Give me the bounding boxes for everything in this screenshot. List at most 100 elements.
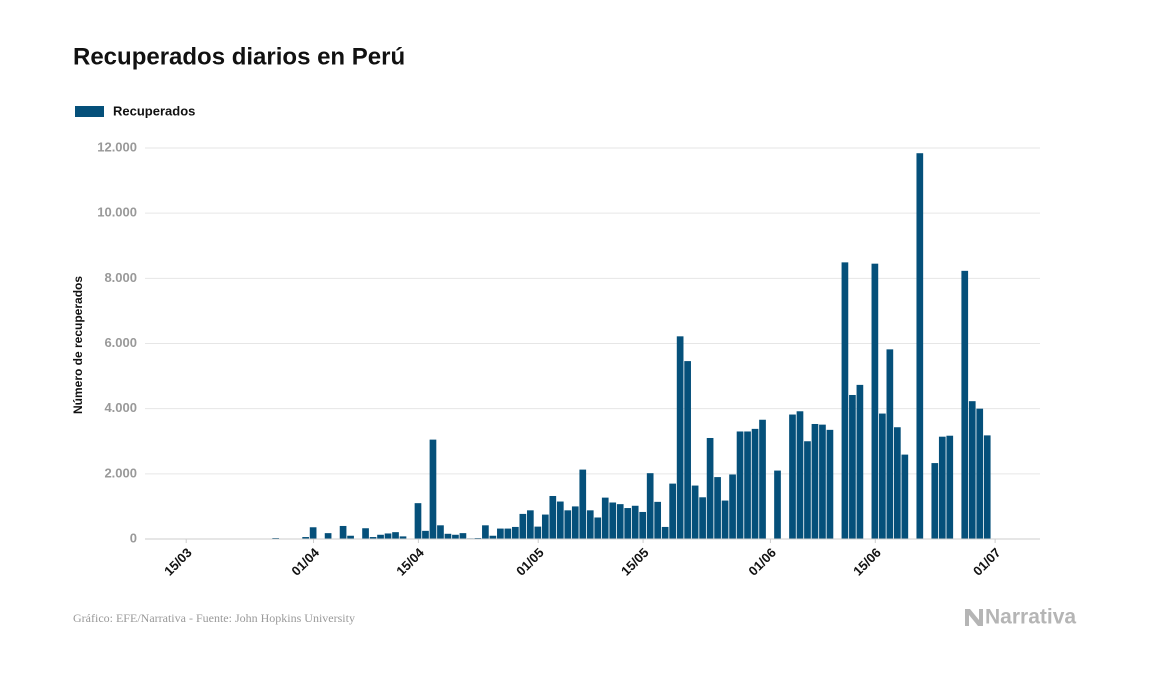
x-tick-label: 01/05 <box>513 545 547 579</box>
bar <box>886 349 894 539</box>
bar <box>616 504 624 539</box>
bar <box>849 394 856 539</box>
bar <box>489 535 497 539</box>
bar <box>302 537 309 539</box>
x-tick-label: 15/04 <box>393 544 427 578</box>
bar <box>504 528 512 539</box>
bar <box>871 263 879 539</box>
bar <box>699 497 706 539</box>
y-tick-label: 8.000 <box>104 270 137 285</box>
bar <box>639 511 647 539</box>
bar <box>369 537 377 539</box>
bar <box>654 501 662 539</box>
bar <box>541 514 549 539</box>
bar <box>901 454 909 539</box>
bar <box>497 528 504 539</box>
bar <box>422 530 429 539</box>
y-tick-label: 12.000 <box>97 139 137 154</box>
bar <box>309 527 317 539</box>
bar <box>976 408 984 539</box>
bar <box>811 423 819 539</box>
bar <box>646 473 654 539</box>
y-tick-label: 2.000 <box>104 465 137 480</box>
bar <box>601 497 609 539</box>
bar <box>519 513 527 539</box>
bar <box>729 474 736 539</box>
x-tick-label: 15/06 <box>850 545 884 579</box>
legend-swatch <box>75 106 104 117</box>
bar <box>684 361 691 539</box>
bar <box>691 485 699 539</box>
bar <box>399 536 407 539</box>
bar <box>482 525 489 539</box>
bar <box>556 501 564 539</box>
source: Gráfico: EFE/Narrativa - Fuente: John Ho… <box>73 611 355 625</box>
bar <box>676 336 684 539</box>
logo-icon <box>965 609 983 626</box>
bar <box>414 503 422 539</box>
bar <box>571 506 579 539</box>
x-tick-label: 01/06 <box>745 545 779 579</box>
bar <box>826 429 834 539</box>
bar <box>324 533 332 539</box>
bar <box>339 525 347 539</box>
bar <box>916 153 924 540</box>
bar <box>669 483 676 539</box>
bar <box>961 270 969 539</box>
bar <box>714 477 721 539</box>
y-tick-label: 6.000 <box>104 335 137 350</box>
bar <box>968 401 976 539</box>
bar <box>526 510 534 539</box>
bar <box>983 435 991 539</box>
x-tick-label: 01/07 <box>970 545 1004 579</box>
bar <box>841 262 849 539</box>
x-tick-label: 15/03 <box>161 545 195 579</box>
y-axis-label: Número de recuperados <box>71 276 85 414</box>
bar <box>384 533 392 539</box>
bar <box>736 431 744 539</box>
bar <box>564 510 572 539</box>
bar <box>362 528 369 539</box>
bar <box>512 526 519 539</box>
bar <box>706 437 714 539</box>
bar <box>804 441 811 539</box>
bar <box>586 510 594 539</box>
bar <box>444 533 452 539</box>
y-tick-label: 10.000 <box>97 205 137 220</box>
bar <box>744 431 751 539</box>
bar <box>661 526 669 539</box>
bar <box>549 495 557 539</box>
y-tick-label: 4.000 <box>104 400 137 415</box>
y-tick-label: 0 <box>130 530 137 545</box>
chart-title: Recuperados diarios en Perú <box>73 43 405 70</box>
bar <box>459 533 467 539</box>
bar <box>759 419 766 539</box>
bar <box>931 463 939 539</box>
legend-label: Recuperados <box>113 103 195 118</box>
bar <box>377 534 384 539</box>
logo-text: Narrativa <box>985 606 1076 629</box>
bar <box>429 439 437 539</box>
x-tick-label: 01/04 <box>288 544 322 578</box>
bar <box>594 517 602 539</box>
bar <box>938 436 946 539</box>
bar <box>452 534 459 539</box>
bar <box>609 502 617 539</box>
bar <box>946 435 954 539</box>
bar <box>631 505 639 539</box>
bar <box>347 535 354 539</box>
bar <box>721 500 729 539</box>
bar <box>879 413 886 539</box>
bar <box>534 526 542 539</box>
logo: Narrativa <box>965 606 1076 629</box>
bar <box>751 428 759 539</box>
bar <box>437 525 444 539</box>
bar <box>819 424 826 539</box>
bar <box>624 508 632 539</box>
bar <box>856 384 864 539</box>
bar <box>392 532 399 539</box>
bar <box>579 469 587 539</box>
bar <box>796 411 804 539</box>
bar <box>894 427 901 539</box>
